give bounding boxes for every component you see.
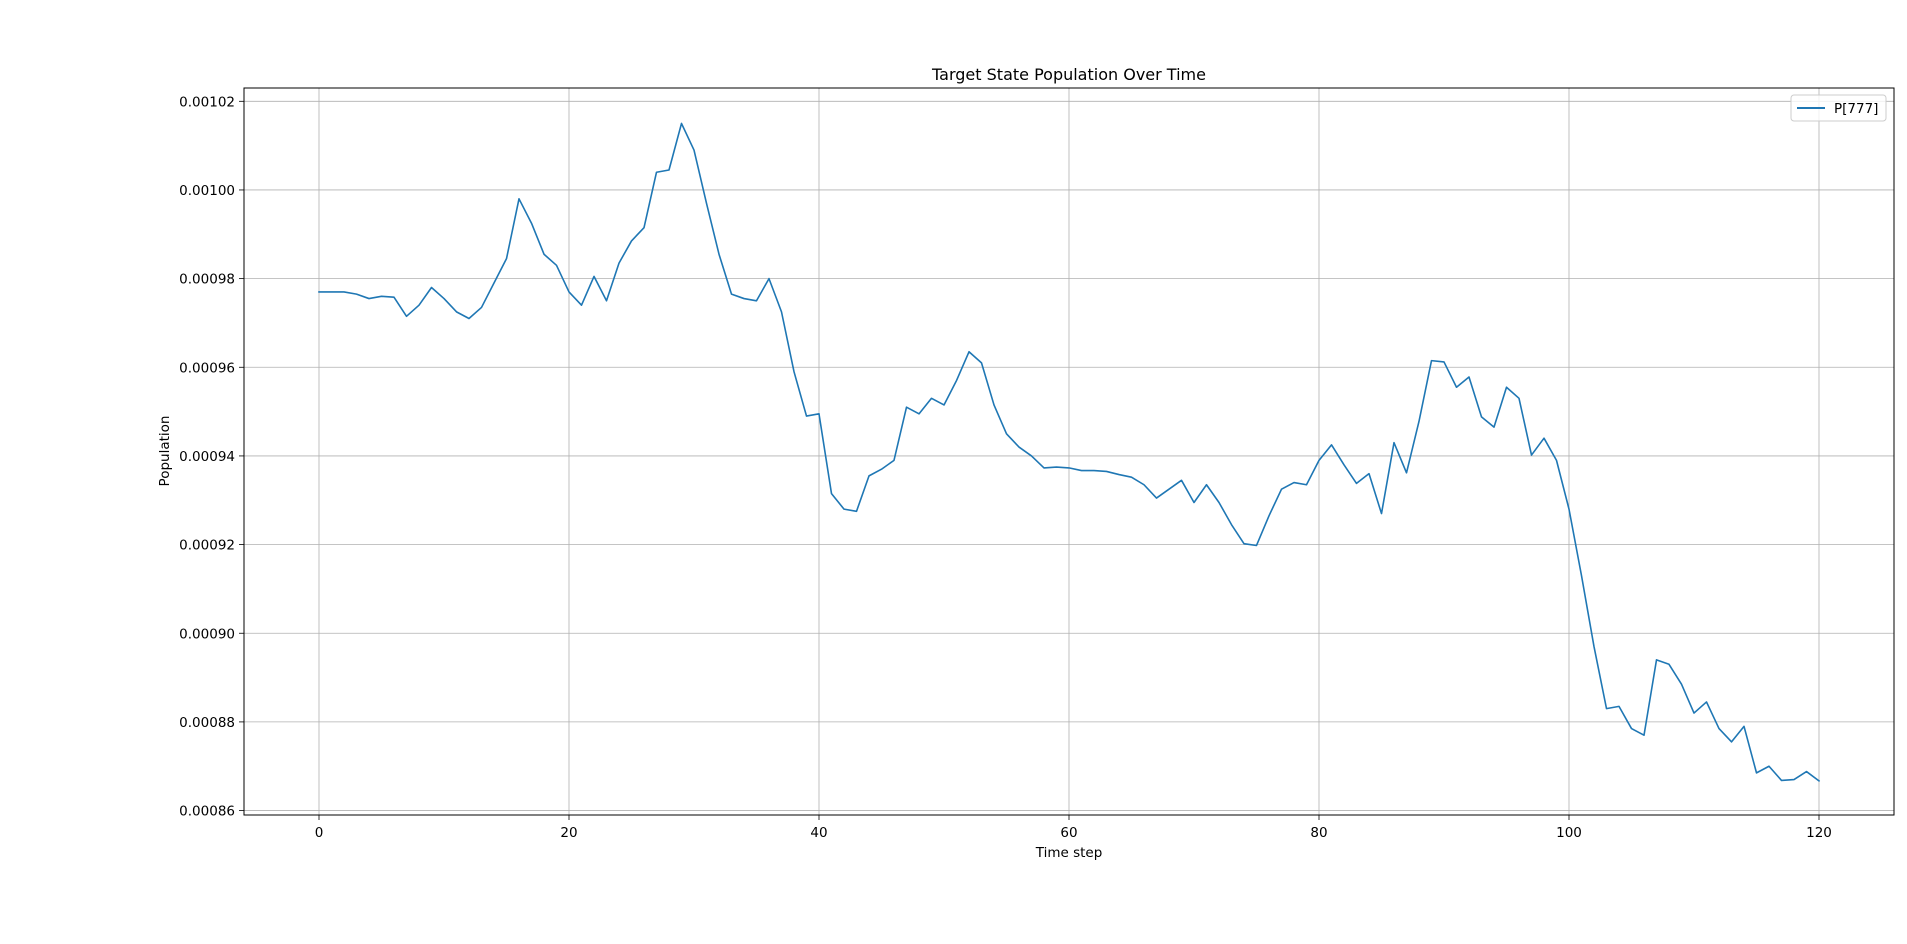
y-tick-label: 0.00102	[179, 94, 235, 110]
y-tick-label: 0.00098	[179, 272, 235, 288]
y-tick-label: 0.00096	[179, 360, 235, 376]
y-tick-label: 0.00090	[179, 626, 235, 642]
legend: P[777]	[1790, 94, 1887, 122]
grid-lines	[244, 88, 1894, 815]
x-tick-label: 20	[560, 825, 577, 841]
legend-box	[1790, 94, 1887, 122]
x-axis-label: Time step	[1035, 845, 1103, 861]
x-tick-label: 0	[315, 825, 324, 841]
x-tick-label: 100	[1556, 825, 1582, 841]
y-tick-label: 0.00088	[179, 715, 235, 731]
y-tick-label: 0.00092	[179, 538, 235, 554]
x-tick-label: 60	[1060, 825, 1077, 841]
y-axis-label: Population	[157, 416, 173, 487]
legend-label-p777: P[777]	[1834, 101, 1878, 117]
series-line-p777	[318, 122, 1821, 782]
x-tick-label: 80	[1310, 825, 1327, 841]
x-tick-label: 40	[810, 825, 827, 841]
axis-ticks: 0 20 40 60 80 100 120 0.00086 0.00088 0.00090 0.00…	[179, 94, 1832, 841]
series-lines	[318, 122, 1821, 782]
y-tick-label: 0.00086	[179, 804, 235, 820]
y-tick-label: 0.00094	[179, 449, 235, 465]
chart-title: Target State Population Over Time	[931, 65, 1206, 84]
y-tick-label: 0.00100	[179, 183, 235, 199]
x-tick-label: 120	[1806, 825, 1832, 841]
